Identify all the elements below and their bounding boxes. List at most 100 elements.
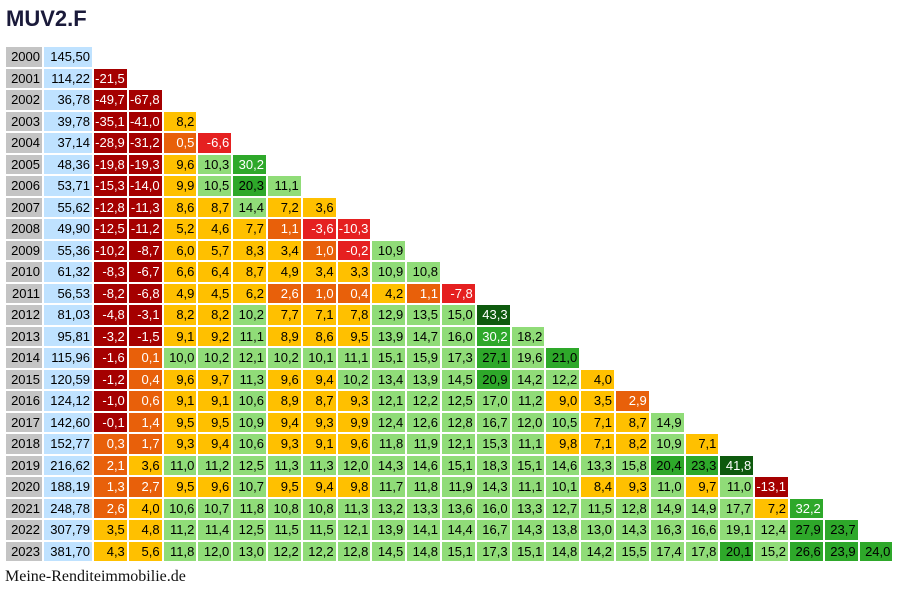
return-cell: 15,1 (510, 454, 546, 476)
return-cell: 15,1 (510, 540, 546, 562)
return-cell: 20,4 (649, 454, 685, 476)
return-cell: -67,8 (127, 89, 163, 111)
return-cell: 8,2 (615, 433, 650, 455)
return-cell: 0,6 (127, 390, 163, 412)
return-cell: 24,0 (858, 540, 894, 562)
return-cell: 4,0 (127, 497, 163, 519)
return-cell: 14,8 (545, 540, 581, 562)
return-cell: 13,9 (371, 325, 407, 347)
return-cell: 11,3 (267, 454, 302, 476)
return-cell: 8,7 (615, 411, 650, 433)
price-cell: 48,36 (43, 153, 93, 175)
return-cell: 16,7 (475, 519, 511, 541)
year-cell: 2010 (5, 261, 43, 283)
return-cell: 9,3 (267, 433, 302, 455)
year-cell: 2014 (5, 347, 43, 369)
return-cell: 12,5 (441, 390, 476, 412)
return-cell: 23,3 (684, 454, 720, 476)
return-cell: -4,8 (93, 304, 128, 326)
return-cell: 15,8 (615, 454, 650, 476)
return-cell: 9,8 (545, 433, 581, 455)
return-cell: 6,0 (162, 239, 198, 261)
return-cell: -0,2 (336, 239, 372, 261)
price-cell: 145,50 (43, 46, 93, 68)
title: MUV2.F (6, 6, 87, 31)
return-cell: 4,9 (267, 261, 302, 283)
return-cell: 11,7 (371, 476, 407, 498)
return-cell: 4,0 (580, 368, 615, 390)
return-cell: 10,7 (232, 476, 267, 498)
price-cell: 53,71 (43, 175, 93, 197)
return-cell: -8,2 (93, 282, 128, 304)
price-cell: 55,36 (43, 239, 93, 261)
return-cell: 8,2 (162, 110, 198, 132)
return-cell: 8,9 (267, 325, 302, 347)
return-cell: 7,8 (336, 304, 372, 326)
return-cell: 9,9 (336, 411, 372, 433)
year-cell: 2021 (5, 497, 43, 519)
year-cell: 2012 (5, 304, 43, 326)
return-cell: 16,7 (475, 411, 511, 433)
return-cell: 12,1 (441, 433, 476, 455)
return-cell: 10,5 (545, 411, 581, 433)
return-cell: 11,2 (197, 454, 233, 476)
return-cell: 7,2 (267, 196, 302, 218)
return-cell: 12,4 (754, 519, 789, 541)
return-cell: 13,3 (510, 497, 546, 519)
year-cell: 2022 (5, 519, 43, 541)
return-cell: 3,6 (127, 454, 163, 476)
return-cell: 20,9 (475, 368, 511, 390)
return-cell: 12,8 (336, 540, 372, 562)
return-cell: 9,3 (301, 411, 337, 433)
return-cell: 13,9 (371, 519, 407, 541)
price-cell: 36,78 (43, 89, 93, 111)
return-cell: 23,9 (823, 540, 859, 562)
return-cell: 1,1 (267, 218, 302, 240)
return-cell: 19,1 (719, 519, 755, 541)
return-cell: 10,2 (336, 368, 372, 390)
return-cell: 4,3 (93, 540, 128, 562)
return-cell: 17,4 (649, 540, 685, 562)
return-cell: 17,3 (475, 540, 511, 562)
return-cell: 2,6 (267, 282, 302, 304)
return-cell: 12,1 (336, 519, 372, 541)
year-cell: 2008 (5, 218, 43, 240)
return-cell: 2,6 (93, 497, 128, 519)
year-cell: 2011 (5, 282, 43, 304)
return-cell: 11,1 (510, 476, 546, 498)
return-cell: 10,6 (232, 433, 267, 455)
return-cell: 12,8 (615, 497, 650, 519)
price-cell: 55,62 (43, 196, 93, 218)
return-cell: 16,3 (649, 519, 685, 541)
return-cell: 9,3 (162, 433, 198, 455)
return-cell: 11,1 (232, 325, 267, 347)
return-cell: 14,5 (441, 368, 476, 390)
return-cell: 0,4 (127, 368, 163, 390)
return-cell: 8,6 (301, 325, 337, 347)
return-cell: 10,6 (162, 497, 198, 519)
return-cell: 12,1 (371, 390, 407, 412)
year-cell: 2015 (5, 368, 43, 390)
return-cell: 20,1 (719, 540, 755, 562)
return-cell: -1,0 (93, 390, 128, 412)
return-cell: 14,3 (475, 476, 511, 498)
return-cell: 9,1 (301, 433, 337, 455)
return-cell: 9,1 (162, 390, 198, 412)
return-cell: 3,3 (336, 261, 372, 283)
year-cell: 2016 (5, 390, 43, 412)
return-cell: 11,5 (301, 519, 337, 541)
return-cell: 11,2 (510, 390, 546, 412)
price-cell: 95,81 (43, 325, 93, 347)
return-cell: 14,3 (615, 519, 650, 541)
return-cell: 8,3 (232, 239, 267, 261)
return-cell: 9,7 (197, 368, 233, 390)
return-cell: 32,2 (789, 497, 824, 519)
return-cell: 0,4 (336, 282, 372, 304)
return-cell: 12,2 (545, 368, 581, 390)
return-cell: 9,9 (162, 175, 198, 197)
return-cell: 27,9 (789, 519, 824, 541)
return-cell: 6,6 (162, 261, 198, 283)
return-cell: 10,2 (232, 304, 267, 326)
return-cell: 14,6 (406, 454, 441, 476)
return-cell: -8,3 (93, 261, 128, 283)
